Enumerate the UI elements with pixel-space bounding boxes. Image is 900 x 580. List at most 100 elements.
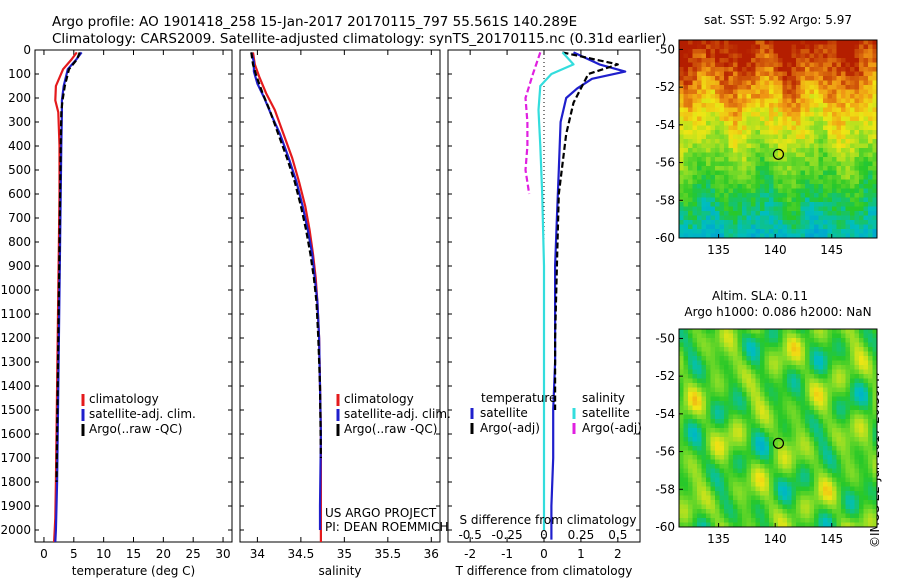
sst-cell (679, 125, 684, 131)
sst-cell (854, 71, 860, 77)
sla-cell (787, 437, 792, 442)
sst-cell (773, 166, 779, 171)
sla-cell (791, 356, 797, 361)
sst-cell (710, 229, 716, 234)
sla-cell (719, 428, 725, 433)
sst-cell (719, 103, 725, 108)
sla-cell (800, 419, 806, 424)
sla-cell (782, 437, 788, 442)
sst-cell (836, 229, 842, 234)
sla-cell (755, 428, 761, 433)
sst-cell (845, 121, 851, 126)
sst-cell (746, 148, 752, 153)
sla-cell (760, 387, 765, 393)
sla-cell (746, 491, 752, 496)
sst-cell (778, 44, 783, 50)
sla-cell (755, 446, 761, 451)
sla-float-marker (772, 437, 785, 449)
sla-cell (728, 468, 734, 474)
sst-cell (692, 157, 698, 162)
sst-cell (697, 197, 702, 203)
sst-cell (850, 107, 855, 113)
sla-cell (751, 513, 756, 519)
sst-cell (746, 211, 752, 216)
sla-cell (683, 455, 689, 460)
sla-cell (800, 459, 806, 465)
sla-cell (769, 500, 774, 505)
sla-cell (782, 459, 788, 465)
sla-cell (755, 347, 761, 352)
sst-cell (755, 53, 761, 59)
sla-cell (706, 360, 711, 366)
sla-cell (737, 414, 743, 420)
sla-cell (764, 329, 770, 334)
sst-cell (733, 229, 738, 234)
sst-cell (683, 107, 689, 113)
sla-cell (692, 396, 698, 402)
sla-cell (778, 419, 783, 424)
sla-cell (751, 477, 756, 483)
sla-cell (760, 522, 765, 527)
sla-cell (823, 522, 828, 527)
sla-cell (868, 522, 873, 527)
sla-cell (764, 360, 770, 366)
sla-cell (778, 378, 783, 384)
sla-cell (863, 464, 869, 469)
sst-cell (836, 76, 842, 81)
sla-cell (872, 365, 877, 370)
sla-cell (778, 401, 783, 406)
sst-cell (854, 197, 860, 203)
sla-cell (850, 432, 855, 438)
sst-cell (845, 143, 851, 149)
sst-cell (809, 233, 815, 238)
sst-cell (832, 193, 837, 198)
sla-cell (719, 482, 725, 487)
sla-cell (760, 356, 765, 361)
sla-cell (742, 401, 747, 406)
sla-cell (872, 369, 877, 375)
sla-cell (692, 419, 698, 424)
sst-cell (755, 125, 761, 131)
sst-cell (746, 107, 752, 113)
sla-cell (832, 401, 837, 406)
sst-cell (827, 179, 833, 185)
sst-cell (683, 80, 689, 86)
sst-cell (836, 112, 842, 117)
sst-cell (755, 139, 761, 144)
sst-cell (746, 67, 752, 72)
sla-cell (832, 504, 837, 510)
sst-cell (697, 49, 702, 54)
sla-cell (796, 437, 801, 442)
sla-cell (764, 477, 770, 483)
sst-cell (791, 103, 797, 108)
sst-cell (814, 188, 819, 194)
sst-cell (868, 89, 873, 95)
sla-cell (742, 432, 747, 438)
sst-cell (800, 184, 806, 189)
sst-cell (737, 175, 743, 180)
sla-cell (818, 423, 824, 429)
sla-cell (818, 513, 824, 519)
sst-cell (773, 44, 779, 50)
sst-cell (778, 58, 783, 63)
sst-cell (760, 98, 765, 104)
sla-cell (782, 410, 788, 415)
sst-cell (710, 80, 716, 86)
sla-cell (872, 450, 877, 456)
sla-cell (755, 486, 761, 492)
sst-cell (796, 193, 801, 198)
sst-cell (701, 67, 707, 72)
sst-cell (845, 62, 851, 68)
sla-cell (701, 360, 707, 366)
sla-cell (809, 432, 815, 438)
sla-cell (850, 518, 855, 523)
sla-cell (845, 441, 851, 447)
sla-cell (679, 482, 684, 487)
sla-cell (688, 333, 693, 339)
sla-cell (769, 522, 774, 527)
sla-cell (692, 369, 698, 375)
sst-cell (814, 148, 819, 153)
sla-cell (706, 450, 711, 456)
sla-cell (805, 441, 810, 447)
sla-cell (706, 518, 711, 523)
